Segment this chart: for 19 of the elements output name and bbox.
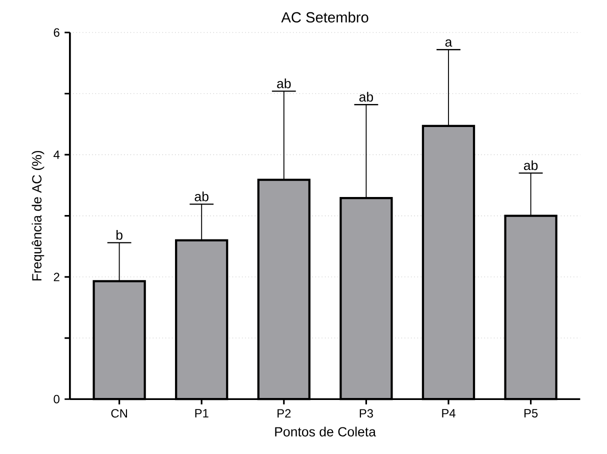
x-tick-label: CN: [111, 409, 127, 418]
annotation: ab: [524, 160, 538, 170]
x-tick-label: P4: [442, 409, 456, 418]
y-tick-label: 2: [54, 272, 60, 282]
annotation: a: [445, 39, 452, 47]
annotation: ab: [359, 92, 374, 102]
y-axis-title: Frequência de AC (%): [32, 150, 44, 280]
annotation: ab: [277, 78, 291, 88]
chart-title: AC Setembro: [281, 12, 368, 23]
y-tick-label: 0: [54, 394, 60, 404]
x-tick-label: P5: [524, 409, 538, 418]
x-tick-label: P3: [360, 409, 373, 418]
annotation: ab: [194, 192, 208, 202]
annotation: b: [116, 230, 122, 240]
y-tick-label: 6: [54, 28, 60, 37]
y-tick-label: 4: [54, 150, 60, 159]
x-axis-title: Pontos de Coleta: [275, 426, 376, 436]
x-tick-label: P1: [195, 409, 208, 418]
x-tick-label: P2: [278, 409, 291, 418]
